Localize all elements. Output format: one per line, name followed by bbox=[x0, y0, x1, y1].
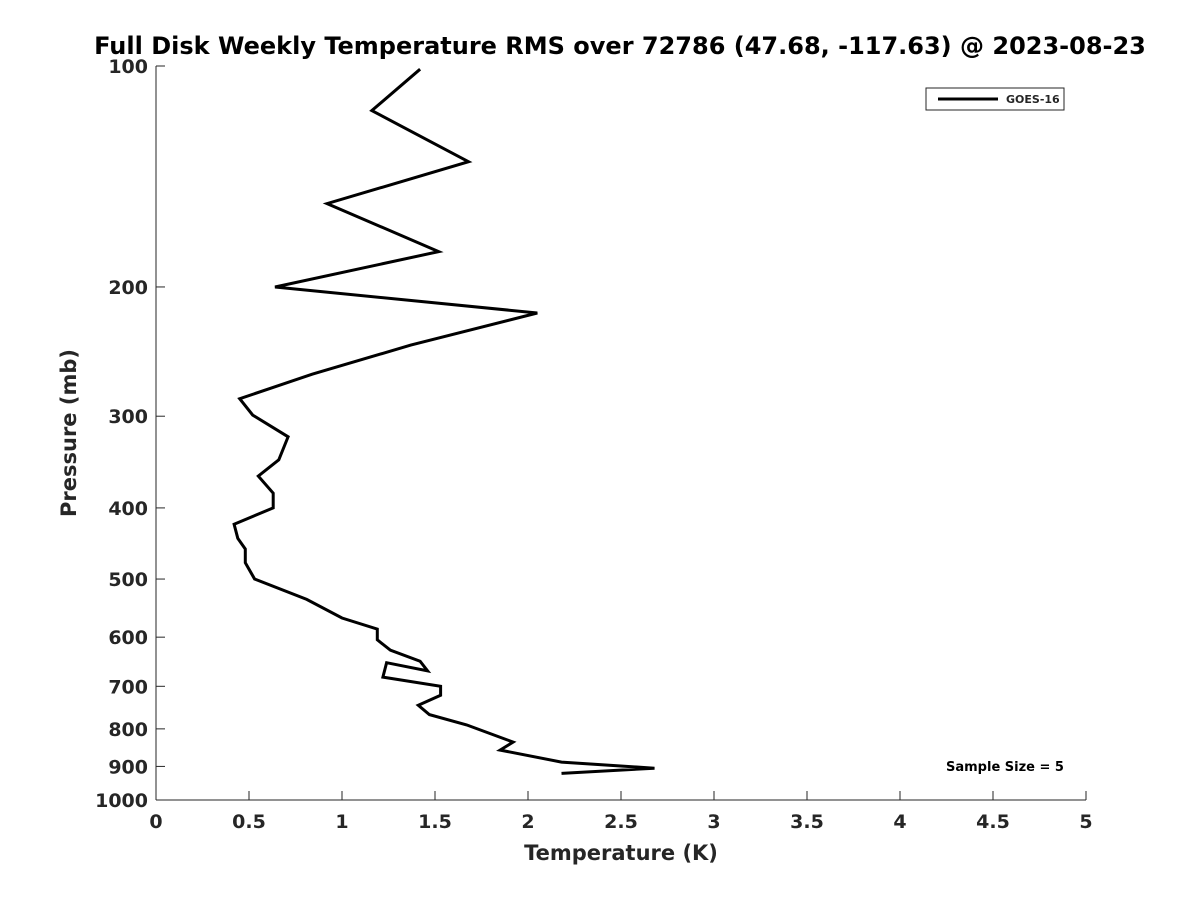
series-group bbox=[232, 68, 655, 775]
x-tick-label: 2.5 bbox=[604, 811, 638, 833]
y-tick-label: 400 bbox=[108, 498, 148, 520]
y-ticks: 100 200 300 400 500 600 700 800 900 1000 bbox=[95, 56, 165, 812]
x-tick-label: 0.5 bbox=[232, 811, 266, 833]
x-tick-label: 0 bbox=[149, 811, 162, 833]
chart-title: Full Disk Weekly Temperature RMS over 72… bbox=[94, 32, 1146, 60]
x-tick-label: 1 bbox=[335, 811, 348, 833]
y-tick-label: 800 bbox=[108, 719, 148, 741]
y-tick-label: 200 bbox=[108, 277, 148, 299]
legend-label-goes-16: GOES-16 bbox=[1006, 93, 1060, 106]
x-tick-label: 2 bbox=[521, 811, 534, 833]
legend: GOES-16 bbox=[925, 87, 1065, 111]
sample-size-annotation: Sample Size = 5 bbox=[946, 760, 1064, 775]
x-tick-label: 5 bbox=[1079, 811, 1092, 833]
y-tick-label: 300 bbox=[108, 406, 148, 428]
y-axis-label: Pressure (mb) bbox=[57, 349, 81, 517]
x-tick-label: 4.5 bbox=[976, 811, 1010, 833]
x-ticks: 0 0.5 1 1.5 2 2.5 3 3.5 4 4.5 5 bbox=[149, 791, 1093, 833]
x-tick-label: 3.5 bbox=[790, 811, 824, 833]
y-tick-label: 900 bbox=[108, 756, 148, 778]
x-tick-label: 4 bbox=[893, 811, 906, 833]
x-tick-label: 3 bbox=[707, 811, 720, 833]
y-tick-label: 1000 bbox=[95, 790, 148, 812]
y-tick-label: 500 bbox=[108, 569, 148, 591]
series-line-goes-16 bbox=[232, 68, 655, 775]
y-tick-label: 600 bbox=[108, 627, 148, 649]
x-tick-label: 1.5 bbox=[418, 811, 452, 833]
x-axis-label: Temperature (K) bbox=[524, 841, 718, 865]
y-tick-label: 700 bbox=[108, 676, 148, 698]
y-tick-label: 100 bbox=[108, 56, 148, 78]
axes bbox=[155, 66, 1086, 801]
